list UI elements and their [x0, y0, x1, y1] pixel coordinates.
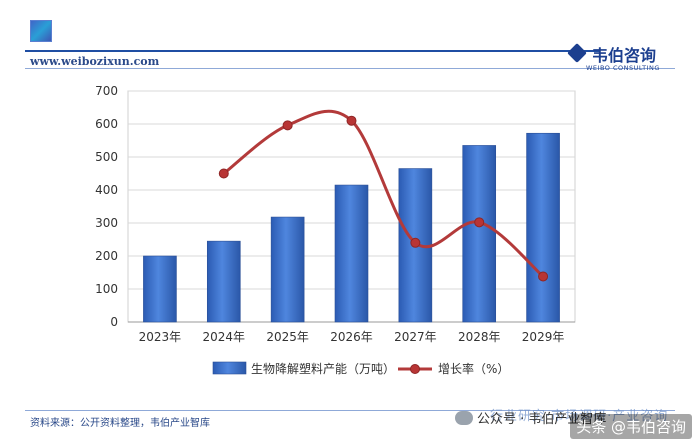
y-tick-label: 500 — [95, 150, 118, 164]
x-tick-label: 2026年 — [330, 330, 373, 344]
bar — [143, 255, 177, 323]
wechat-icon — [455, 410, 473, 425]
header-divider — [25, 68, 675, 69]
growth-point — [538, 271, 549, 282]
growth-point — [282, 120, 293, 131]
bar — [526, 132, 560, 323]
y-tick-label: 200 — [95, 249, 118, 263]
brand-name-en: WEIBO CONSULTING — [586, 64, 660, 72]
x-tick-label: 2023年 — [139, 330, 182, 344]
y-tick-label: 300 — [95, 216, 118, 230]
y-tick-label: 700 — [95, 84, 118, 98]
legend-line-marker — [410, 364, 420, 374]
y-tick-label: 600 — [95, 117, 118, 131]
y-tick-label: 400 — [95, 183, 118, 197]
wechat-account: 公众号 · 韦伯产业智库 — [455, 408, 606, 427]
x-tick-label: 2028年 — [458, 330, 501, 344]
brand-logo: 韦伯咨询 WEIBO CONSULTING — [567, 42, 680, 72]
y-tick-label: 100 — [95, 282, 118, 296]
brand-name: 韦伯咨询 — [592, 46, 657, 65]
legend-bar-swatch — [212, 361, 247, 375]
legend-bar-label: 生物降解塑料产能（万吨） — [251, 361, 395, 376]
x-tick-label: 2027年 — [394, 330, 437, 344]
y-tick-label: 0 — [110, 315, 118, 329]
bar — [334, 184, 369, 323]
bar — [462, 145, 497, 323]
x-tick-label: 2025年 — [266, 330, 309, 344]
growth-point — [410, 237, 421, 248]
bar — [206, 240, 241, 323]
growth-point — [218, 168, 229, 179]
footer-divider — [25, 410, 675, 411]
growth-point — [346, 115, 357, 126]
watermark-text: 行业研究·市场调研·产业咨询 — [490, 409, 669, 424]
bar — [270, 216, 305, 323]
corner-logo — [30, 20, 52, 42]
legend-line-label: 增长率（%） — [438, 361, 509, 376]
growth-point — [474, 217, 485, 228]
wechat-label: 公众号 · 韦伯产业智库 — [477, 412, 607, 427]
site-url: www.weibozixun.com — [30, 55, 160, 68]
source-note: 资料来源：公开资料整理，韦伯产业智库 — [30, 418, 210, 429]
x-tick-label: 2029年 — [522, 330, 565, 344]
header-rule — [25, 50, 600, 52]
toutiao-watermark: 头条 @韦伯咨询 — [570, 414, 692, 439]
x-tick-label: 2024年 — [203, 330, 246, 344]
